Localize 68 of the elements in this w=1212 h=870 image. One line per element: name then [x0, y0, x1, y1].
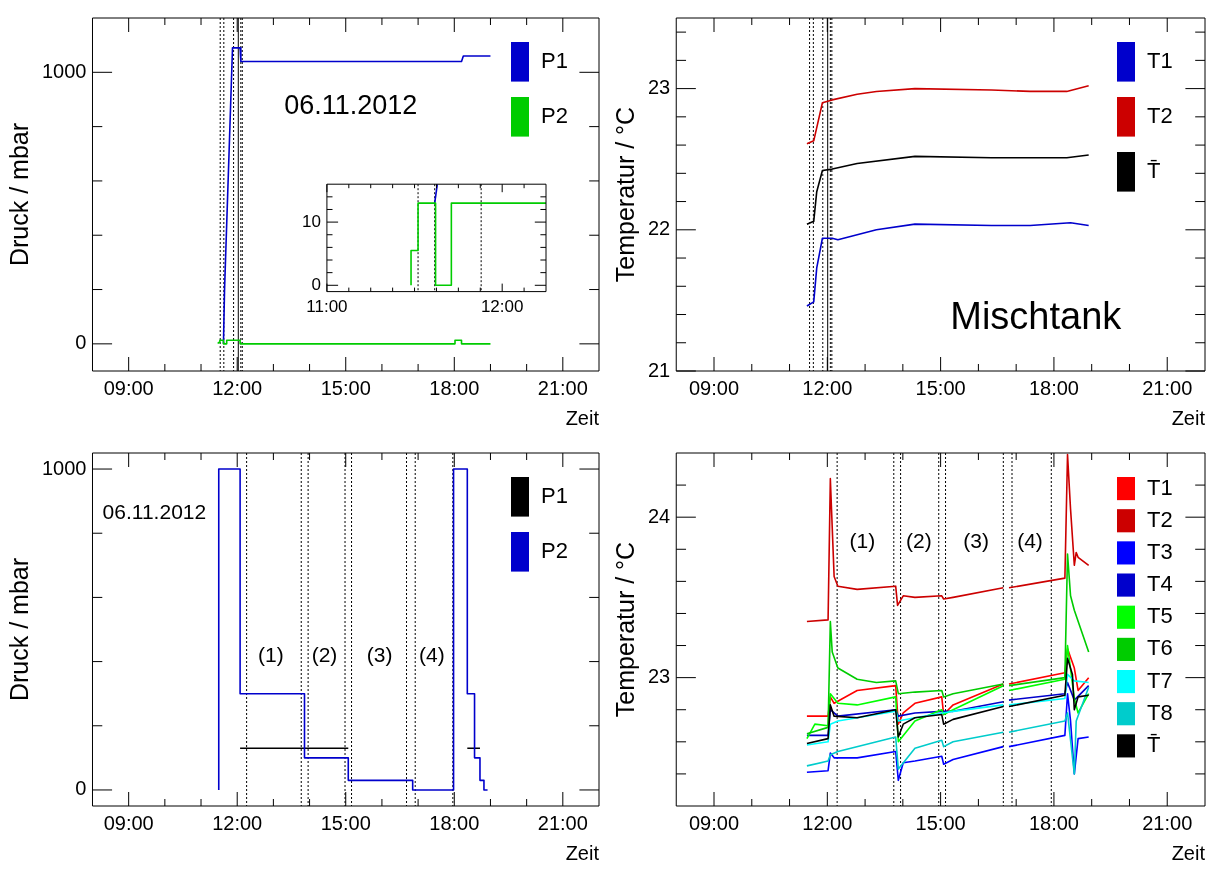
legend-label: T3: [1147, 538, 1173, 564]
x-tick-label: 09:00: [103, 811, 154, 834]
legend-label: T̄: [1147, 157, 1161, 183]
legend-label: P1: [541, 482, 568, 508]
annotation: (1): [257, 642, 284, 666]
legend-label: T4: [1147, 571, 1173, 597]
x-tick-label: 12:00: [480, 297, 524, 317]
x-axis-title: Zeit: [1171, 406, 1206, 429]
legend-label: T1: [1147, 47, 1173, 73]
x-tick-label: 12:00: [802, 376, 853, 399]
y-tick-label: 24: [648, 504, 671, 527]
x-tick-label: 21:00: [1142, 811, 1193, 834]
y-tick-label: 0: [311, 274, 321, 294]
legend-label: T̄: [1147, 731, 1161, 757]
legend-label: T7: [1147, 667, 1173, 693]
y-axis-title: Temperatur / °C: [610, 541, 639, 718]
legend-label: T5: [1147, 603, 1173, 629]
annotation: 06.11.2012: [102, 499, 207, 523]
y-tick-label: 0: [75, 777, 87, 800]
annotation: (1): [849, 529, 876, 553]
y-tick-label: 21: [648, 358, 671, 381]
x-tick-label: 11:00: [306, 297, 348, 317]
x-axis-title: Zeit: [565, 406, 600, 429]
x-tick-label: 21:00: [537, 811, 588, 834]
annotation: (3): [963, 529, 989, 553]
x-tick-label: 18:00: [1028, 376, 1079, 399]
x-tick-label: 18:00: [1028, 811, 1079, 834]
y-tick-label: 0: [75, 331, 87, 354]
x-axis-title: Zeit: [565, 841, 600, 864]
x-tick-label: 15:00: [320, 811, 371, 834]
x-tick-label: 21:00: [1142, 376, 1193, 399]
legend-label: T2: [1147, 506, 1173, 532]
legend-label: T6: [1147, 635, 1173, 661]
legend-label: P2: [541, 537, 568, 563]
x-tick-label: 15:00: [915, 376, 966, 399]
y-tick-label: 22: [648, 217, 671, 240]
x-tick-label: 09:00: [688, 376, 740, 399]
y-tick-label: 23: [648, 76, 671, 99]
x-tick-label: 12:00: [212, 376, 263, 399]
legend-label: P2: [541, 102, 568, 128]
y-tick-label: 1000: [41, 456, 87, 479]
annotation: (3): [366, 642, 393, 666]
y-axis-title: Druck / mbar: [4, 557, 33, 702]
x-tick-label: 09:00: [103, 376, 154, 399]
legend-label: T1: [1147, 474, 1173, 500]
y-tick-label: 23: [648, 665, 671, 688]
x-tick-label: 15:00: [320, 376, 371, 399]
legend-label: T2: [1147, 102, 1173, 128]
y-axis-title: Temperatur / °C: [610, 106, 639, 283]
x-tick-label: 18:00: [429, 376, 480, 399]
x-tick-label: 21:00: [537, 376, 588, 399]
x-tick-label: 12:00: [802, 811, 853, 834]
y-axis-title: Druck / mbar: [4, 122, 33, 267]
y-tick-label: 10: [301, 211, 321, 231]
x-tick-label: 18:00: [429, 811, 480, 834]
x-tick-label: 15:00: [915, 811, 966, 834]
annotation: (4): [1017, 529, 1043, 553]
legend-label: P1: [541, 47, 568, 73]
legend-label: T8: [1147, 699, 1173, 725]
x-axis-title: Zeit: [1171, 841, 1206, 864]
x-tick-label: 09:00: [688, 811, 740, 834]
annotation: (2): [906, 529, 932, 553]
annotation: (2): [311, 642, 338, 666]
x-tick-label: 12:00: [212, 811, 263, 834]
annotation: 06.11.2012: [284, 89, 418, 120]
y-tick-label: 1000: [41, 59, 87, 82]
annotation: Mischtank: [950, 294, 1123, 337]
annotation: (4): [419, 642, 445, 666]
